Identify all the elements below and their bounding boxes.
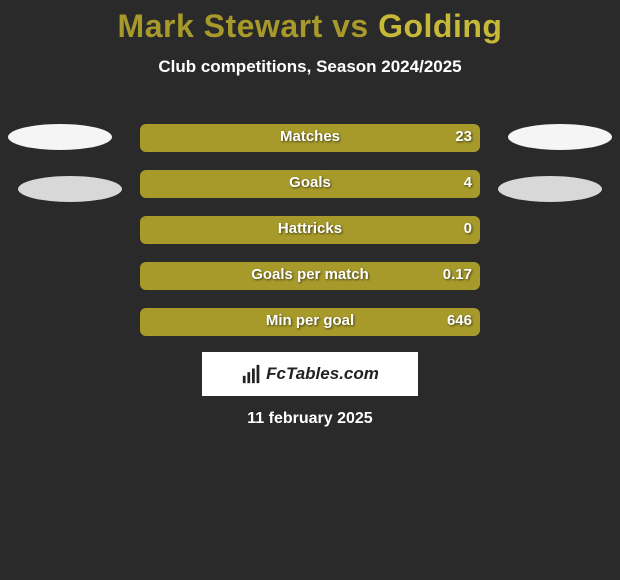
stat-value-right: 0.17 [443,266,472,283]
title-player1: Mark Stewart [118,8,323,44]
stats-bars: Matches 23 Goals 4 Hattricks 0 Goals per… [140,124,480,354]
bar-bg [140,124,480,152]
stat-row: Goals per match 0.17 [140,262,480,290]
bars-chart-icon [241,363,263,385]
subtitle: Club competitions, Season 2024/2025 [0,57,620,77]
avatar-player2-shadow [498,176,602,202]
stat-row: Matches 23 [140,124,480,152]
bar-bg [140,170,480,198]
stat-value-right: 0 [464,220,472,237]
fctables-logo-link[interactable]: FcTables.com [202,352,418,396]
bar-bg [140,216,480,244]
stat-row: Goals 4 [140,170,480,198]
page-title: Mark Stewart vs Golding [0,0,620,45]
stat-value-right: 23 [455,128,472,145]
title-player2: Golding [378,8,502,44]
logo-text: FcTables.com [266,364,379,384]
title-vs: vs [332,8,369,44]
bar-bg [140,308,480,336]
avatar-player1 [8,124,112,150]
bar-bg [140,262,480,290]
avatar-player2 [508,124,612,150]
stat-row: Min per goal 646 [140,308,480,336]
stat-row: Hattricks 0 [140,216,480,244]
stat-value-right: 646 [447,312,472,329]
date-text: 11 february 2025 [0,410,620,428]
avatar-player1-shadow [18,176,122,202]
stat-value-right: 4 [464,174,472,191]
